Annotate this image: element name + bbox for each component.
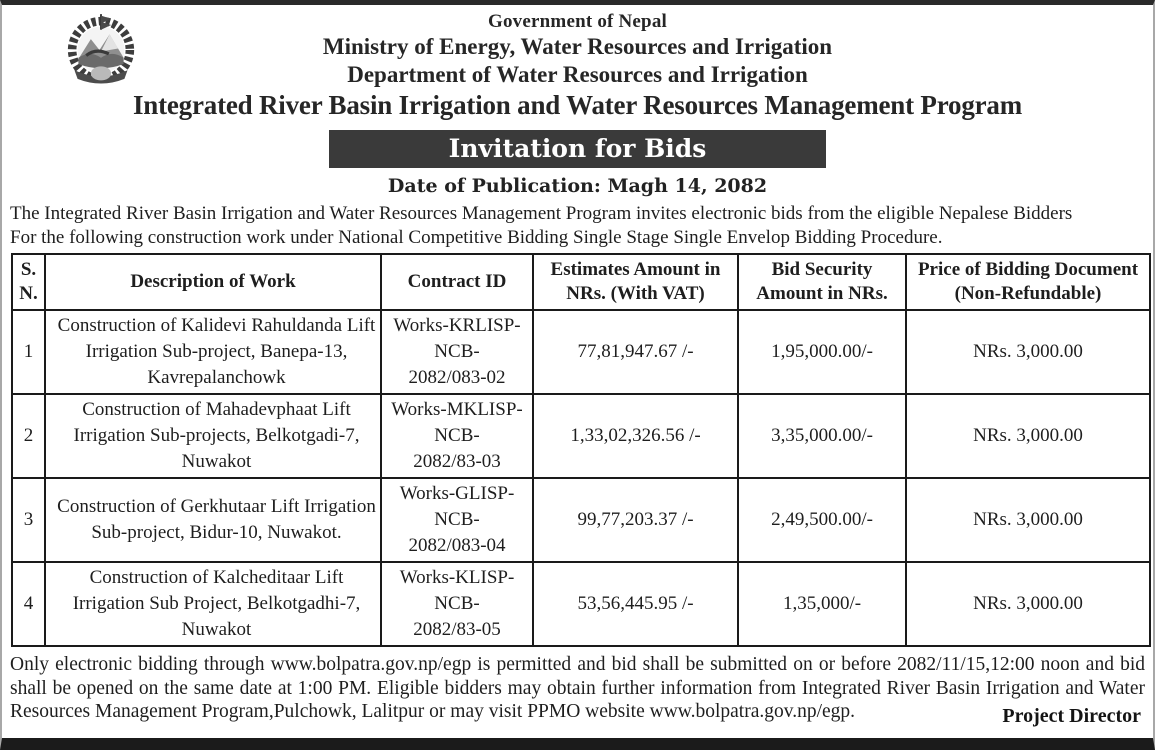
contract-id-cell: Works-MKLISP- NCB- 2082/83-03 <box>380 393 534 479</box>
publication-date: Date of Publication: Magh 14, 2082 <box>387 175 768 197</box>
description-cell: Construction of Kalidevi Rahuldanda Lift… <box>44 309 382 395</box>
table-row: 3 Construction of Gerkhutaar Lift Irriga… <box>11 477 1151 563</box>
table-row: 2 Construction of Mahadevphaat Lift Irri… <box>11 393 1151 479</box>
sn-cell: 1 <box>11 309 46 395</box>
contract-id-cell: Works-KLISP- NCB- 2082/83-05 <box>380 561 534 647</box>
bid-security-cell: 3,35,000.00/- <box>737 393 907 479</box>
project-director-signature: Project Director <box>1002 704 1141 727</box>
table-row: 1 Construction of Kalidevi Rahuldanda Li… <box>11 309 1151 395</box>
col-header-description: Description of Work <box>44 253 382 311</box>
table-row: 4 Construction of Kalcheditaar Lift Irri… <box>11 561 1151 647</box>
header-government-line: Government of Nepal <box>488 11 667 32</box>
header-program-line: Integrated River Basin Irrigation and Wa… <box>132 90 1022 120</box>
description-cell: Construction of Gerkhutaar Lift Irrigati… <box>44 477 382 563</box>
bids-table: S. N. Description of Work Contract ID Es… <box>11 253 1151 647</box>
table-header-row: S. N. Description of Work Contract ID Es… <box>11 253 1151 311</box>
price-cell: NRs. 3,000.00 <box>905 309 1151 395</box>
sn-cell: 3 <box>11 477 46 563</box>
estimate-cell: 77,81,947.67 /- <box>532 309 739 395</box>
bid-security-cell: 2,49,500.00/- <box>737 477 907 563</box>
col-header-price: Price of Bidding Document (Non-Refundabl… <box>905 253 1151 311</box>
price-cell: NRs. 3,000.00 <box>905 561 1151 647</box>
col-header-sn: S. N. <box>11 253 46 311</box>
price-cell: NRs. 3,000.00 <box>905 477 1151 563</box>
col-header-contract-id: Contract ID <box>380 253 534 311</box>
estimate-cell: 1,33,02,326.56 /- <box>532 393 739 479</box>
contract-id-cell: Works-KRLISP- NCB- 2082/083-02 <box>380 309 534 395</box>
contract-id-cell: Works-GLISP- NCB- 2082/083-04 <box>380 477 534 563</box>
intro-paragraph: The Integrated River Basin Irrigation an… <box>10 203 1073 248</box>
header-ministry-line: Ministry of Energy, Water Resources and … <box>322 34 833 59</box>
bid-security-cell: 1,35,000/- <box>737 561 907 647</box>
description-cell: Construction of Mahadevphaat Lift Irriga… <box>44 393 382 479</box>
invitation-for-bids-banner: Invitation for Bids <box>329 130 826 168</box>
price-cell: NRs. 3,000.00 <box>905 393 1151 479</box>
footer-note: Only electronic bidding through www.bolp… <box>10 654 1145 722</box>
header-department-line: Department of Water Resources and Irriga… <box>347 62 808 87</box>
estimate-cell: 53,56,445.95 /- <box>532 561 739 647</box>
description-cell: Construction of Kalcheditaar Lift Irriga… <box>44 561 382 647</box>
bid-security-cell: 1,95,000.00/- <box>737 309 907 395</box>
col-header-estimate: Estimates Amount in NRs. (With VAT) <box>532 253 739 311</box>
estimate-cell: 99,77,203.37 /- <box>532 477 739 563</box>
sn-cell: 4 <box>11 561 46 647</box>
col-header-bid-security: Bid Security Amount in NRs. <box>737 253 907 311</box>
sn-cell: 2 <box>11 393 46 479</box>
nepal-government-emblem-icon <box>62 11 140 89</box>
